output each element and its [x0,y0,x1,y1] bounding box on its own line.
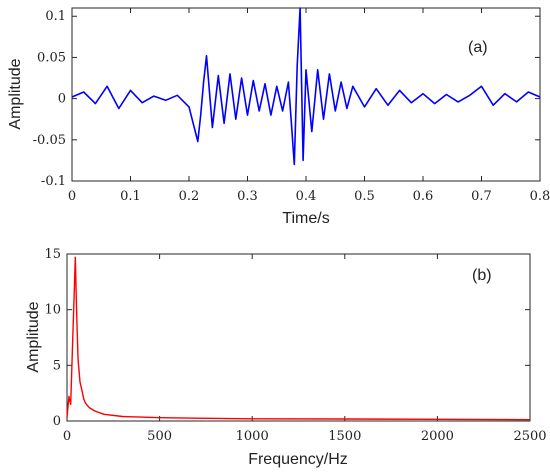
y-tick-label: 15 [44,247,61,262]
chart-a-panel-label: (a) [468,39,488,56]
x-tick-label: 1500 [328,429,361,444]
chart-b-series-line [66,256,531,421]
chart-a-x-axis-label: Time/s [282,210,329,227]
chart-b-y-tick-labels: 0 5 10 15 [44,247,61,429]
chart-a-y-tick-labels: -0.1 -0.05 0 0.05 0.1 [33,9,66,189]
x-tick-label: 0.4 [296,189,317,204]
chart-a-ticks [71,8,541,182]
x-tick-label: 2000 [421,429,454,444]
chart-b-x-tick-labels: 0 500 1000 1500 2000 2500 [63,429,547,444]
chart-b-frame [66,253,531,422]
y-tick-label: 0 [53,414,61,429]
x-tick-label: 1000 [236,429,269,444]
x-tick-label: 0.1 [120,189,141,204]
y-tick-label: 0.05 [37,50,66,65]
y-tick-label: -0.05 [33,133,66,148]
y-tick-label: 10 [44,303,61,318]
x-tick-label: 0.5 [354,189,375,204]
chart-b-y-axis-label: Amplitude [25,301,42,372]
x-tick-label: 500 [147,429,172,444]
x-tick-label: 0.6 [413,189,434,204]
chart-a-series-line [71,7,541,166]
x-tick-label: 0.3 [237,189,258,204]
x-tick-label: 0.2 [179,189,200,204]
x-tick-label: 0 [68,189,76,204]
y-tick-label: 5 [53,358,61,373]
chart-b: 0 500 1000 1500 2000 2500 0 5 10 15 (b) Frequenc… [25,247,547,468]
chart-a-x-tick-labels: 0 0.1 0.2 0.3 0.4 0.5 0.6 0.7 0.8 [68,189,550,204]
x-tick-label: 0 [63,429,71,444]
chart-a: 0 0.1 0.2 0.3 0.4 0.5 0.6 0.7 0.8 -0.1 -0.05 0 0.05… [7,7,550,227]
y-tick-label: 0 [58,92,66,107]
y-tick-label: 0.1 [45,9,66,24]
x-tick-label: 0.7 [471,189,492,204]
x-tick-label: 0.8 [530,189,550,204]
chart-b-x-axis-label: Frequency/Hz [248,451,348,468]
y-tick-label: -0.1 [41,174,66,189]
chart-b-ticks [66,253,531,422]
chart-b-panel-label: (b) [472,267,492,284]
x-tick-label: 2500 [513,429,546,444]
chart-a-y-axis-label: Amplitude [7,58,24,129]
